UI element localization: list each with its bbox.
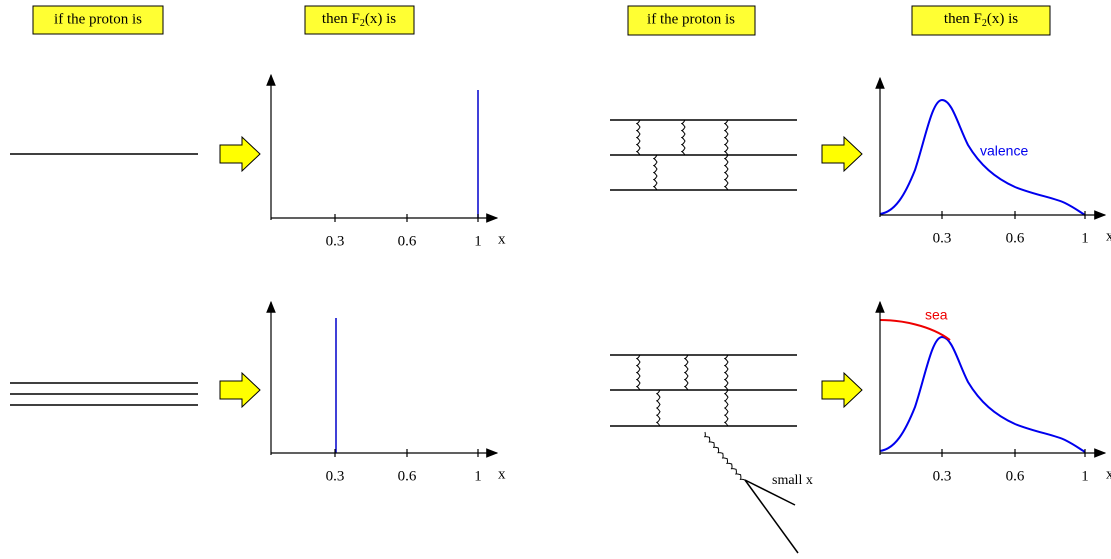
header-subscript: 2	[360, 18, 365, 29]
gluon	[653, 154, 658, 191]
tick-label: 0.6	[1006, 468, 1025, 484]
tick-label: 1	[474, 468, 482, 484]
header-text: then F	[322, 11, 360, 27]
header-text: (x) is	[365, 11, 396, 27]
quark-line	[744, 479, 796, 506]
gluon	[681, 119, 686, 156]
axis-label: x	[498, 231, 506, 247]
sea-label: sea	[925, 307, 948, 323]
header-box	[32, 5, 164, 35]
axis-label: x	[1106, 466, 1111, 482]
valence-label: valence	[980, 143, 1028, 159]
gluon	[684, 354, 689, 391]
arrow	[821, 371, 863, 409]
header-text: (x) is	[987, 11, 1018, 27]
small-x-label: small x	[772, 473, 813, 488]
gluon	[724, 354, 729, 391]
axis-label: x	[498, 466, 506, 482]
gluon	[636, 119, 641, 156]
gluon	[724, 154, 729, 191]
header-box	[304, 5, 415, 35]
gluon	[636, 354, 641, 391]
arrow	[821, 135, 863, 173]
tick-label: 0.6	[398, 468, 417, 484]
tick-label: 0.6	[398, 233, 417, 249]
sea-curve	[879, 319, 951, 341]
tick-label: 0.6	[1006, 230, 1025, 246]
gluon	[704, 431, 746, 481]
arrow	[219, 135, 261, 173]
arrow	[219, 371, 261, 409]
quark-line	[744, 479, 799, 554]
tick-label: 0.3	[326, 468, 345, 484]
gluon	[724, 389, 729, 427]
header: then F2(x) is	[944, 11, 1018, 29]
tick-label: 1	[474, 233, 482, 249]
header: if the proton is	[647, 11, 735, 27]
quark-lines	[610, 119, 797, 427]
tick-label: 0.3	[326, 233, 345, 249]
header-text: then F	[944, 11, 982, 27]
header: if the proton is	[54, 11, 142, 27]
header-subscript: 2	[982, 18, 987, 29]
axis-label: x	[1106, 228, 1111, 244]
header: then F2(x) is	[322, 11, 396, 29]
valence-curve	[879, 335, 1086, 453]
gluon	[724, 119, 729, 156]
tick-label: 1	[1081, 230, 1089, 246]
header-box	[627, 5, 756, 36]
tick-label: 1	[1081, 468, 1089, 484]
tick-label: 0.3	[933, 230, 952, 246]
valence-curve	[879, 98, 1086, 216]
tick-label: 0.3	[933, 468, 952, 484]
header-box	[911, 5, 1051, 36]
gluon	[656, 389, 661, 427]
